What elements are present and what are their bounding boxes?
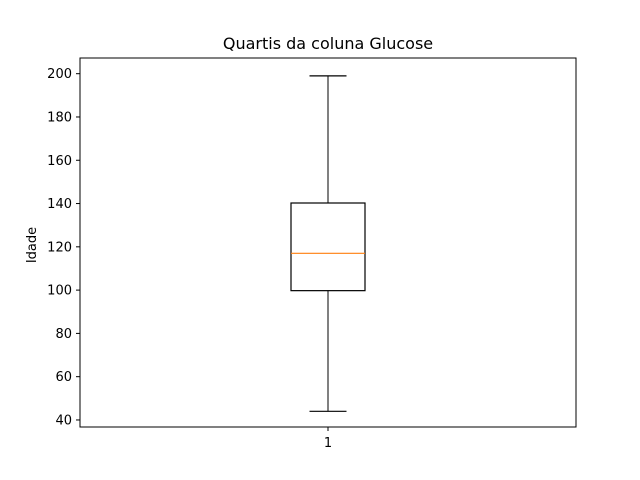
y-tick-label: 140: [47, 197, 72, 212]
chart-title: Quartis da coluna Glucose: [223, 34, 433, 53]
y-tick-label: 40: [55, 413, 72, 428]
y-tick-label: 200: [47, 67, 72, 82]
plot-frame: [79, 57, 577, 428]
y-tick-label: 180: [47, 110, 72, 125]
y-tick-label: 160: [47, 154, 72, 169]
y-tick-label: 60: [55, 370, 72, 385]
y-axis-label: Idade: [25, 227, 40, 263]
plot-area: 40 60 80 100 120 140 160 180 200 1: [47, 67, 366, 451]
y-tick-label: 100: [47, 284, 72, 299]
box-group: [290, 75, 366, 412]
x-tick-label: 1: [324, 436, 332, 451]
y-tick-label: 120: [47, 240, 72, 255]
y-tick-label: 80: [55, 327, 72, 342]
iqr-box: [290, 202, 366, 292]
